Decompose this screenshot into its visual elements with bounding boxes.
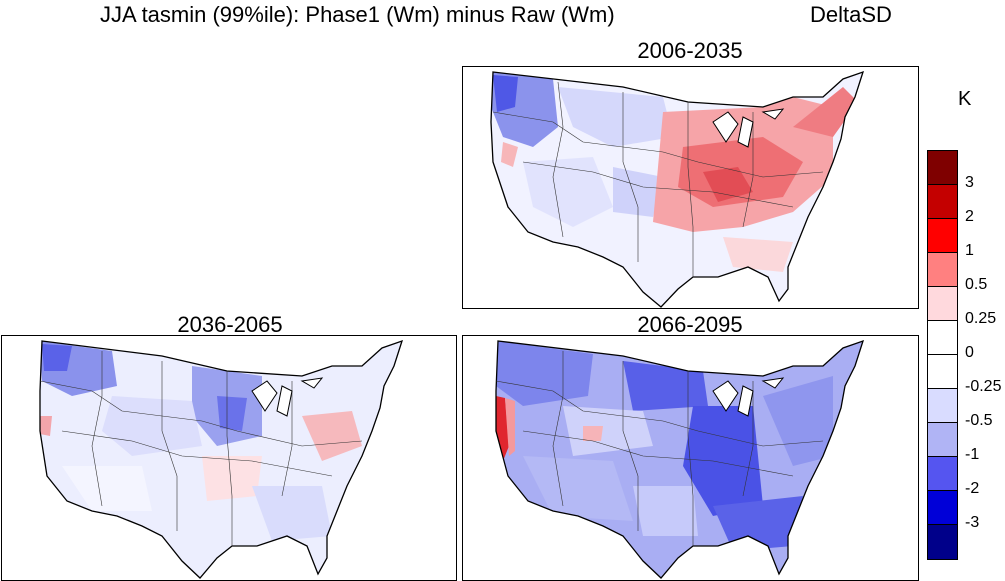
colorbar-label: -1: [965, 446, 980, 463]
colorbar-box: [928, 151, 957, 185]
colorbar-label: 3: [965, 174, 974, 191]
colorbar-box: [928, 525, 957, 559]
colorbar-unit: K: [958, 88, 972, 110]
colorbar-box: [928, 423, 957, 457]
figure-title: JJA tasmin (99%ile): Phase1 (Wm) minus R…: [0, 2, 1005, 36]
colorbar-label: -0.5: [965, 412, 993, 429]
colorbar-box: [928, 253, 957, 287]
colorbar-box: [928, 321, 957, 355]
colorbar-box: [928, 457, 957, 491]
colorbar-label: 0: [965, 344, 974, 361]
colorbar-label: -0.25: [965, 378, 1002, 395]
colorbar-box: [928, 185, 957, 219]
colorbar-box: [928, 287, 957, 321]
map-panel-2036-2065: [1, 335, 457, 581]
colorbar-label: 0.25: [965, 310, 997, 327]
panel-title-2036-2065: 2036-2065: [177, 312, 283, 337]
title-text: JJA tasmin (99%ile): Phase1 (Wm) minus R…: [100, 2, 615, 27]
map-panel-2006-2035: [462, 66, 919, 309]
method-tag: DeltaSD: [810, 2, 892, 27]
colorbar: [927, 150, 958, 560]
colorbar-box: [928, 355, 957, 389]
colorbar-label: 1: [965, 242, 974, 259]
colorbar-label: -3: [965, 514, 980, 531]
panel-title-2066-2095: 2066-2095: [637, 312, 743, 337]
map-panel-2066-2095: [462, 335, 919, 581]
colorbar-label: 2: [965, 208, 974, 225]
panel-title-2006-2035: 2006-2035: [637, 38, 743, 63]
colorbar-label: 0.5: [965, 276, 988, 293]
colorbar-box: [928, 389, 957, 423]
colorbar-box: [928, 219, 957, 253]
colorbar-label: -2: [965, 480, 980, 497]
colorbar-box: [928, 491, 957, 525]
